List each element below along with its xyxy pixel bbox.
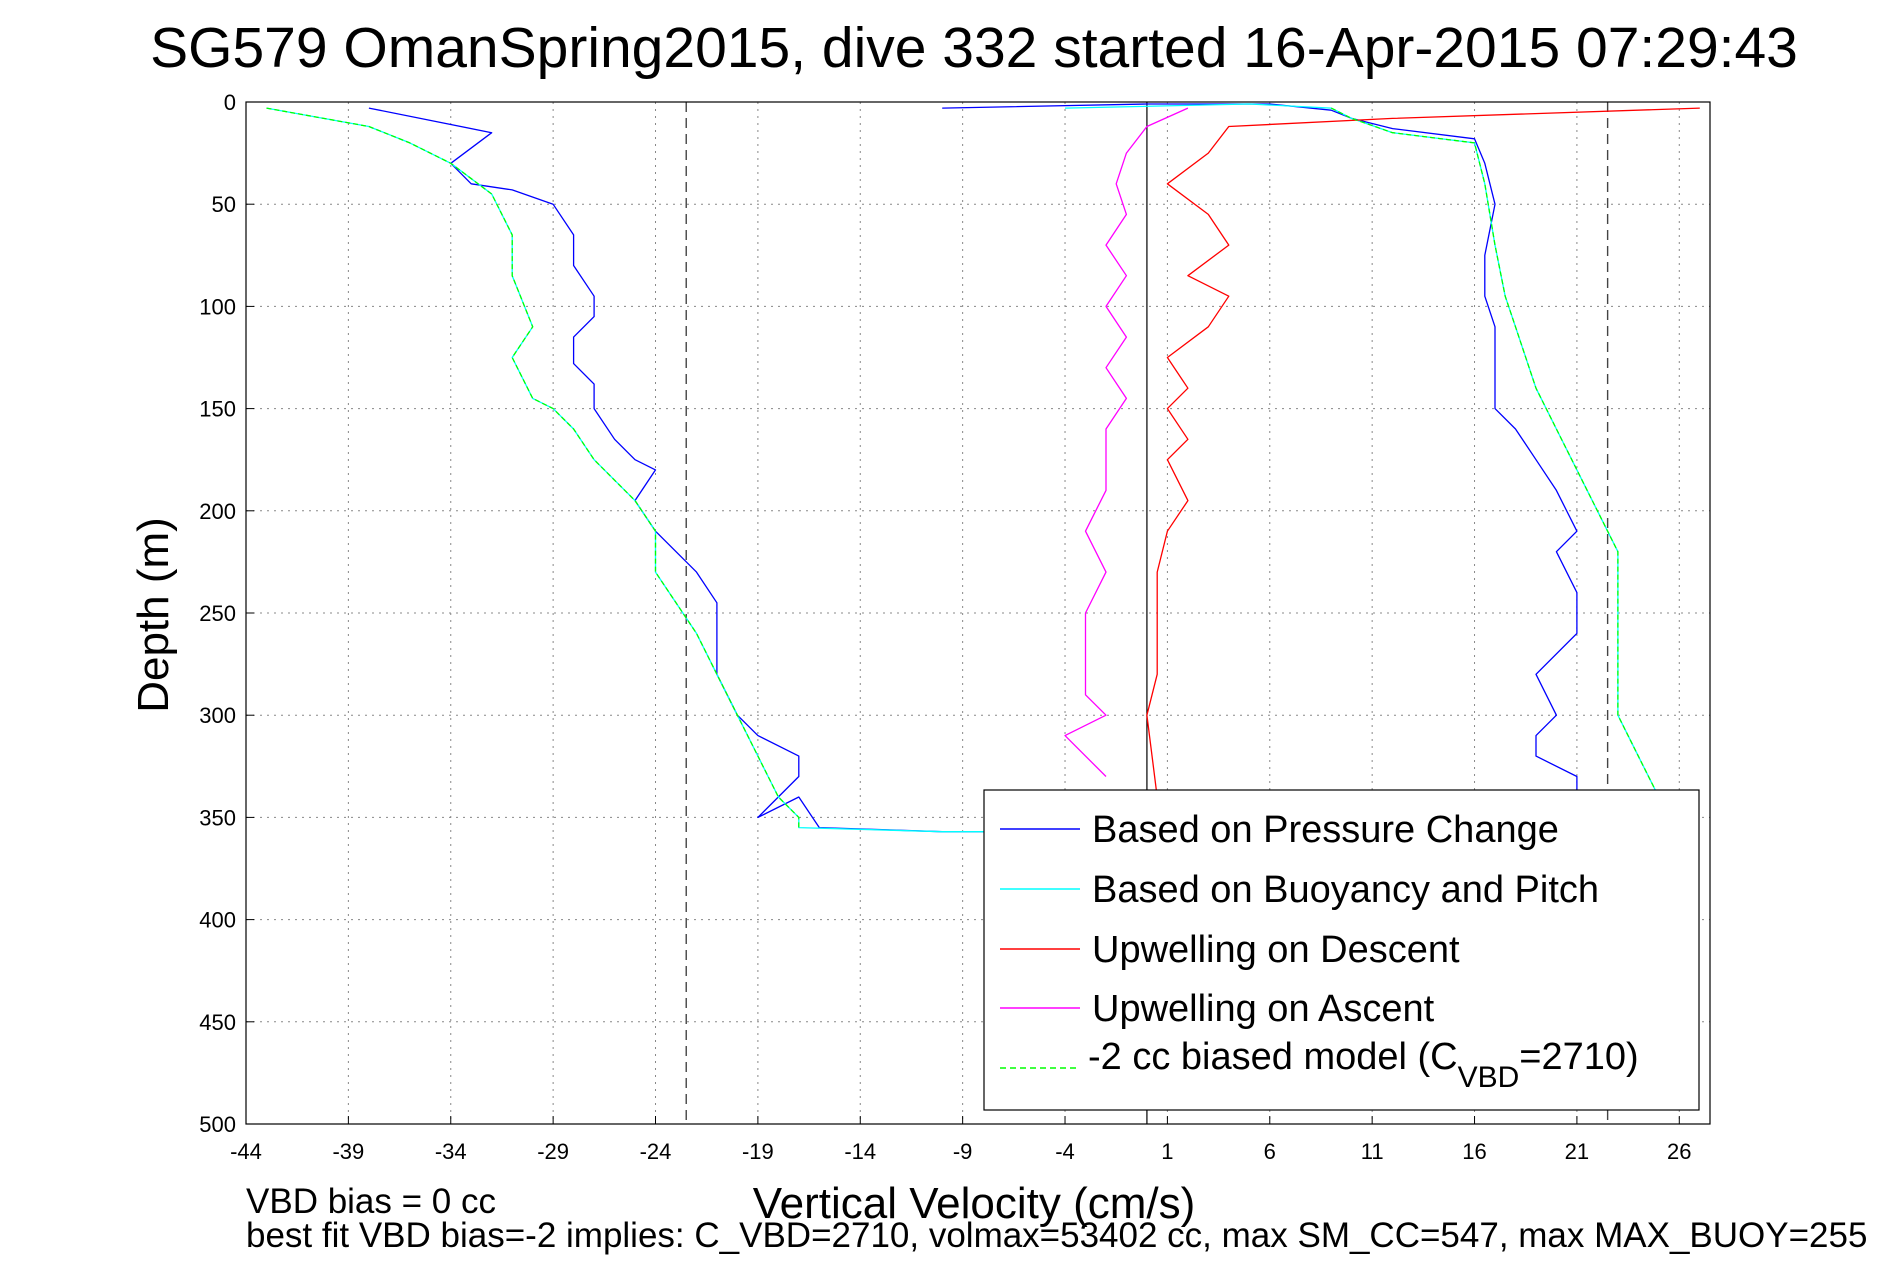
- footer-best-fit: best fit VBD bias=-2 implies: C_VBD=2710…: [246, 1216, 1867, 1255]
- legend-label-ascent: Upwelling on Ascent: [1092, 988, 1435, 1030]
- x-tick-label: -14: [844, 1139, 876, 1164]
- y-tick-label: 100: [199, 294, 236, 319]
- y-axis-label: Depth (m): [129, 517, 178, 713]
- y-tick-label: 250: [199, 601, 236, 626]
- x-tick-label: -29: [537, 1139, 569, 1164]
- y-tick-label: 500: [199, 1112, 236, 1137]
- x-tick-label: -19: [742, 1139, 774, 1164]
- series-line-4-branch-1: [1064, 107, 1189, 777]
- chart-title: SG579 OmanSpring2015, dive 332 started 1…: [150, 16, 1798, 80]
- x-tick-label: 26: [1667, 1139, 1691, 1164]
- x-tick-label: 1: [1161, 1139, 1173, 1164]
- y-tick-label: 150: [199, 397, 236, 422]
- x-tick-label: -4: [1055, 1139, 1075, 1164]
- x-tick-group: -44 -39 -34 -29 -24 -19 -14 -9 -4 1 6 11 16 21 26: [230, 1116, 1692, 1164]
- legend-label-biased-subscript: VBD: [1458, 1061, 1520, 1094]
- series-line-5-branch-2: [1330, 107, 1660, 798]
- legend-box: [983, 789, 1700, 1111]
- x-axis-label: Vertical Velocity (cm/s): [753, 1179, 1196, 1228]
- y-tick-label: 400: [199, 908, 236, 933]
- legend-label-descent: Upwelling on Descent: [1092, 929, 1460, 971]
- x-tick-label: 6: [1264, 1139, 1276, 1164]
- y-tick-label: 50: [212, 192, 236, 217]
- y-tick-group: 0 50 100 150 200 250 300 350 400 450 500: [199, 90, 254, 1137]
- legend-label-buoyancy: Based on Buoyancy and Pitch: [1092, 869, 1599, 911]
- x-tick-label: -34: [435, 1139, 467, 1164]
- x-tick-label: -44: [230, 1139, 262, 1164]
- series-line-5-branch-1: [266, 107, 800, 828]
- x-tick-label: 21: [1565, 1139, 1589, 1164]
- legend-label-biased-model: -2 cc biased model (CVBD=2710): [1088, 1036, 1639, 1094]
- series-line-2-branch-1: [266, 107, 1065, 833]
- legend: Based on Pressure Change Based on Buoyan…: [983, 789, 1700, 1111]
- legend-label-pressure: Based on Pressure Change: [1092, 809, 1559, 851]
- series-line-1-branch-2: [942, 103, 1578, 797]
- x-tick-label: -24: [640, 1139, 672, 1164]
- x-tick-label: 11: [1361, 1139, 1384, 1164]
- legend-label-biased-prefix: -2 cc biased model (C: [1088, 1036, 1458, 1078]
- footer-vbd-bias: VBD bias = 0 cc: [246, 1182, 496, 1221]
- x-tick-label: -39: [332, 1139, 364, 1164]
- legend-label-biased-suffix: =2710): [1519, 1036, 1638, 1078]
- x-tick-label: 16: [1462, 1139, 1486, 1164]
- series-group: [266, 103, 1700, 833]
- y-tick-label: 350: [199, 805, 236, 830]
- y-tick-label: 0: [224, 90, 236, 115]
- y-tick-label: 200: [199, 499, 236, 524]
- series-line-1-branch-1: [368, 107, 1065, 833]
- y-tick-label: 450: [199, 1010, 236, 1035]
- series-line-3-branch-1: [1146, 107, 1700, 798]
- y-tick-label: 300: [199, 703, 236, 728]
- x-tick-label: -9: [953, 1139, 973, 1164]
